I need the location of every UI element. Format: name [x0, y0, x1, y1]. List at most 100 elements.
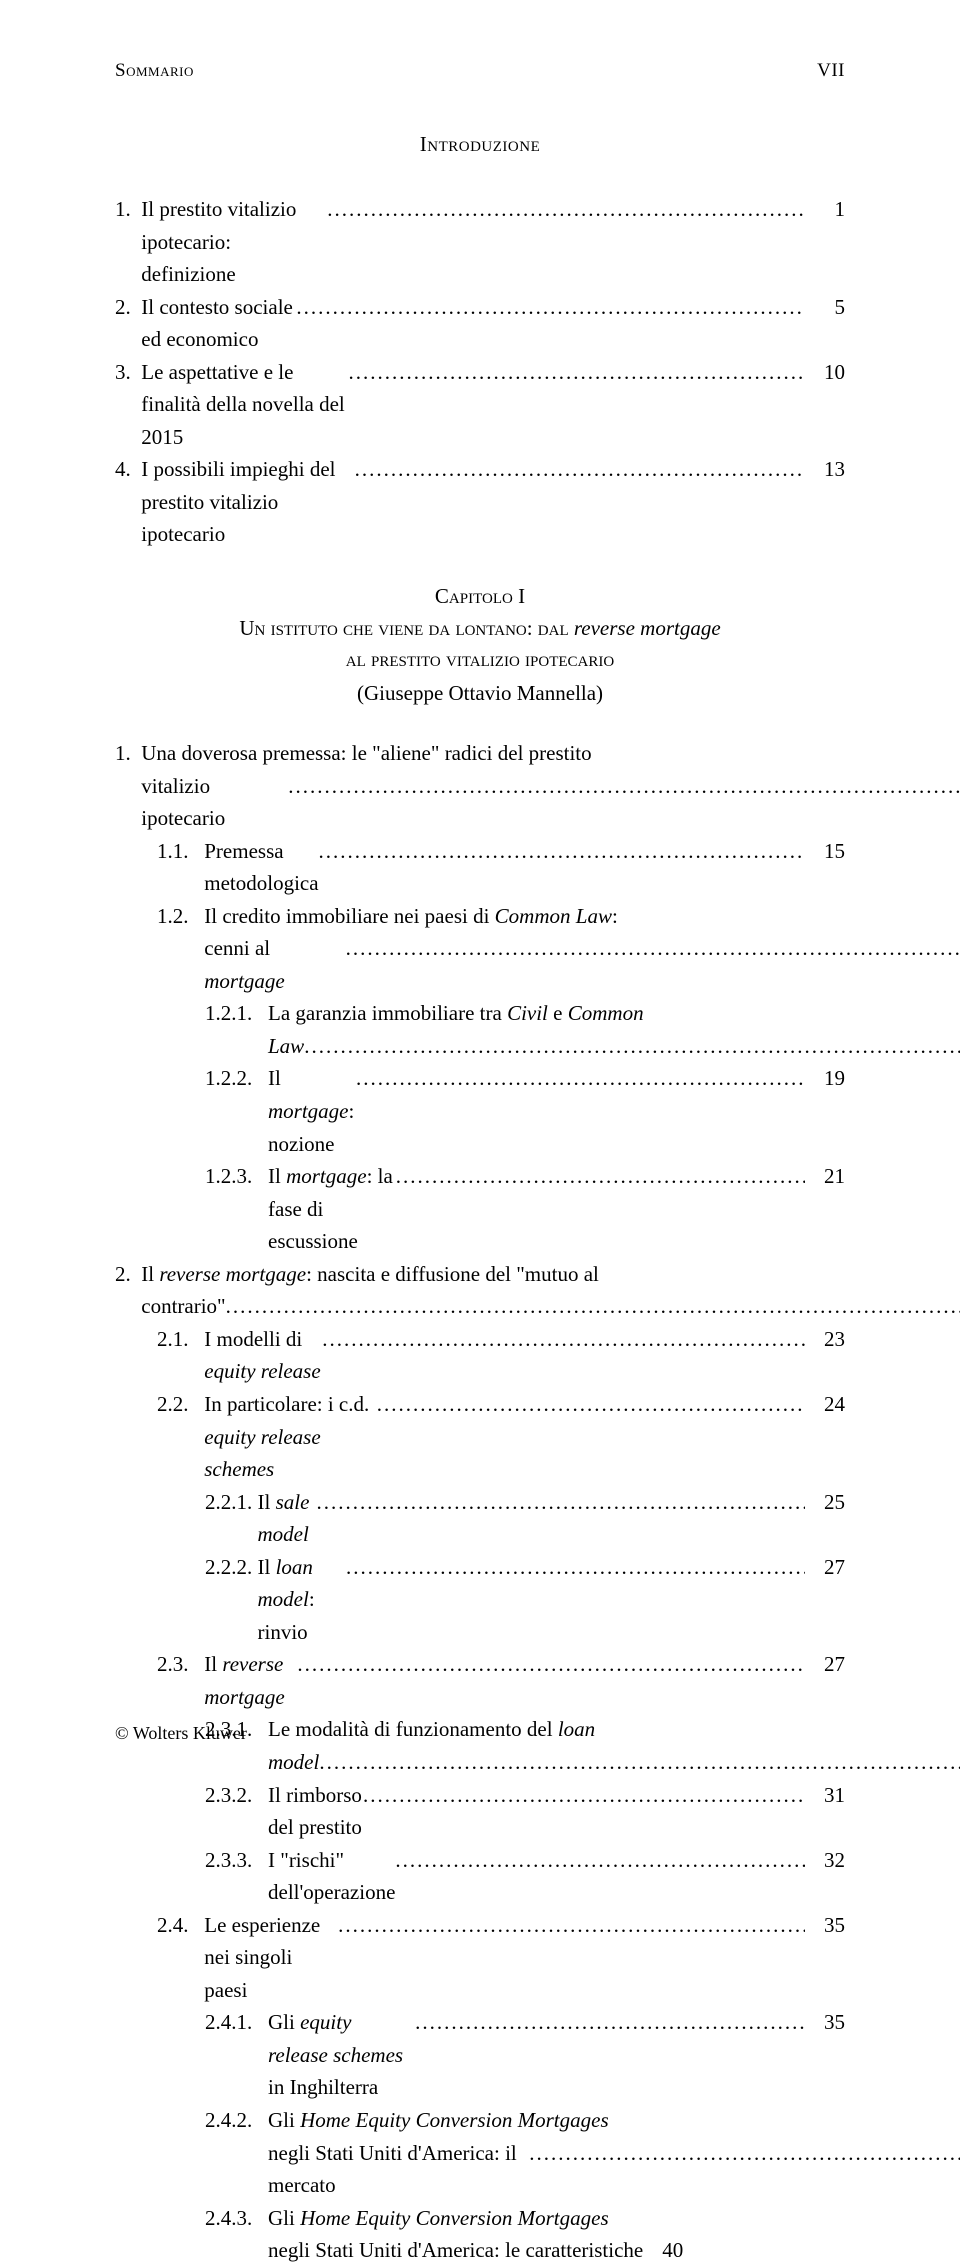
toc-page: 1 — [805, 193, 845, 226]
header-left: Sommario — [115, 60, 194, 82]
intro-block: 1. Il prestito vitalizio ipotecario: def… — [115, 193, 845, 551]
toc-text-line: negli Stati Uniti d'America: le caratter… — [268, 2234, 643, 2267]
toc-num: 1.2.2. — [205, 1062, 268, 1095]
toc-text: I "rischi" dell'operazione — [268, 1844, 395, 1909]
toc-num: 1.2. — [157, 900, 204, 998]
toc-text-line: Law — [268, 1030, 304, 1063]
leader — [327, 193, 805, 226]
toc-text: Il rimborso del prestito — [268, 1779, 363, 1844]
toc-entry: 1. Una doverosa premessa: le "aliene" ra… — [115, 737, 845, 835]
toc-page: 21 — [805, 1160, 845, 1193]
toc-text: Le aspettative e le finalità della novel… — [141, 356, 348, 454]
toc-num: 2.4. — [157, 1909, 204, 1942]
toc-entry: 2.2. In particolare: i c.d. equity relea… — [115, 1388, 845, 1486]
toc-num: 1.2.3. — [205, 1160, 268, 1193]
toc-page: 13 — [805, 453, 845, 486]
toc-num: 1. — [115, 193, 141, 226]
toc-text: Il contesto sociale ed economico — [141, 291, 296, 356]
toc-entry: 1.2. Il credito immobiliare nei paesi di… — [115, 900, 845, 998]
toc-text: Premessa metodologica — [204, 835, 318, 900]
toc-entry: 1. Il prestito vitalizio ipotecario: def… — [115, 193, 845, 291]
leader — [396, 1160, 805, 1193]
leader — [322, 1323, 805, 1356]
leader — [304, 1030, 960, 1063]
toc-num: 2.2. — [157, 1388, 204, 1421]
chapter-title-line1: Un istituto che viene da lontano: dal re… — [115, 613, 845, 645]
toc-num: 2.3.3. — [205, 1844, 268, 1877]
toc-num: 2.3. — [157, 1648, 204, 1681]
toc-page: 23 — [805, 1323, 845, 1356]
leader — [415, 2006, 805, 2039]
header-right: VII — [817, 60, 845, 82]
toc-text-line: vitalizio ipotecario — [141, 770, 288, 835]
toc-page: 32 — [805, 1844, 845, 1877]
toc-num: 4. — [115, 453, 141, 486]
toc-page: 35 — [805, 1909, 845, 1942]
leader — [319, 1746, 960, 1779]
toc-num: 2.2.1. — [205, 1486, 258, 1519]
toc-num: 2. — [115, 1258, 141, 1323]
toc-num: 1. — [115, 737, 141, 835]
toc-text-line: Il credito immobiliare nei paesi di Comm… — [204, 900, 960, 933]
toc-page: 15 — [805, 835, 845, 868]
leader — [349, 356, 805, 389]
chapter-heading: Capitolo I Un istituto che viene da lont… — [115, 581, 845, 709]
toc-text-line: model — [268, 1746, 319, 1779]
toc-text: Il loan model: rinvio — [258, 1551, 346, 1649]
chapter-label: Capitolo I — [115, 581, 845, 613]
toc-num: 2.1. — [157, 1323, 204, 1356]
toc-page: 31 — [805, 1779, 845, 1812]
leader — [297, 1648, 805, 1681]
leader — [377, 1388, 805, 1421]
toc-entry: 2.3. Il reverse mortgage 27 — [115, 1648, 845, 1713]
toc-page: 35 — [805, 2006, 845, 2039]
toc-page: 27 — [805, 1648, 845, 1681]
toc-text: Il reverse mortgage — [204, 1648, 297, 1713]
toc-text-line: Gli Home Equity Conversion Mortgages — [268, 2202, 845, 2235]
toc-text: Gli equity release schemes in Inghilterr… — [268, 2006, 415, 2104]
toc-entry: 4. I possibili impieghi del prestito vit… — [115, 453, 845, 551]
toc-entry: 2.2.2. Il loan model: rinvio 27 — [115, 1551, 845, 1649]
leader — [316, 1486, 805, 1519]
toc-num: 1.1. — [157, 835, 204, 868]
toc-entry: 2.4.1. Gli equity release schemes in Ing… — [115, 2006, 845, 2104]
leader — [226, 1290, 960, 1323]
leader — [355, 453, 805, 486]
leader — [346, 1551, 805, 1584]
leader — [346, 932, 960, 965]
toc-page: 19 — [805, 1062, 845, 1095]
footer-copyright: © Wolters Kluwer — [115, 1723, 247, 1744]
chapter-title-line2: al prestito vitalizio ipotecario — [115, 644, 845, 676]
toc-text: I possibili impieghi del prestito vitali… — [141, 453, 354, 551]
toc-entry: 2. Il contesto sociale ed economico 5 — [115, 291, 845, 356]
leader — [319, 835, 805, 868]
toc-entry: 2.4.2. Gli Home Equity Conversion Mortga… — [115, 2104, 845, 2202]
toc-entry: 2.1. I modelli di equity release 23 — [115, 1323, 845, 1388]
toc-text-line: Il reverse mortgage: nascita e diffusion… — [141, 1258, 960, 1291]
toc-text: Il mortgage: la fase di escussione — [268, 1160, 396, 1258]
toc-num: 2.2.2. — [205, 1551, 258, 1584]
toc-text: I modelli di equity release — [204, 1323, 322, 1388]
toc-text: In particolare: i c.d. equity release sc… — [204, 1388, 376, 1486]
toc-text: Il sale model — [258, 1486, 317, 1551]
intro-title: Introduzione — [115, 132, 845, 157]
leader — [529, 2137, 960, 2170]
chapter-title-b: reverse mortgage — [574, 616, 721, 640]
toc-num: 2. — [115, 291, 141, 324]
toc-text: Il prestito vitalizio ipotecario: defini… — [141, 193, 327, 291]
chapter-title-a: Un istituto che viene da lontano: dal — [239, 616, 574, 640]
toc-page: 40 — [643, 2234, 683, 2267]
toc-entry: 2.4. Le esperienze nei singoli paesi 35 — [115, 1909, 845, 2007]
toc-text-line: Una doverosa premessa: le "aliene" radic… — [141, 737, 960, 770]
toc-num: 3. — [115, 356, 141, 389]
toc-entry: 2.3.3. I "rischi" dell'operazione 32 — [115, 1844, 845, 1909]
leader — [338, 1909, 805, 1942]
chapter-entries: 1. Una doverosa premessa: le "aliene" ra… — [115, 737, 845, 2267]
toc-entry: 1.2.1. La garanzia immobiliare tra Civil… — [115, 997, 845, 1062]
toc-text-line: negli Stati Uniti d'America: il mercato — [268, 2137, 529, 2202]
toc-text-line: Le modalità di funzionamento del loan — [268, 1713, 960, 1746]
toc-entry: 1.1. Premessa metodologica 15 — [115, 835, 845, 900]
chapter-author: (Giuseppe Ottavio Mannella) — [115, 678, 845, 710]
toc-text-line: contrario" — [141, 1290, 225, 1323]
toc-text: Il mortgage: nozione — [268, 1062, 356, 1160]
